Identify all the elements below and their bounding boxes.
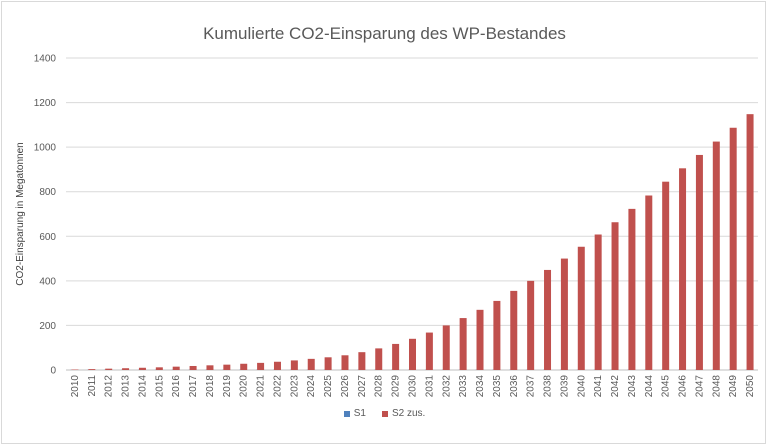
x-tick-label: 2049 bbox=[728, 375, 739, 398]
bar-s2 bbox=[459, 318, 467, 370]
bar-s2 bbox=[290, 360, 298, 370]
legend: S1 S2 zus. bbox=[0, 408, 769, 419]
legend-item-s2: S2 zus. bbox=[381, 408, 426, 419]
x-tick-label: 2012 bbox=[104, 375, 115, 398]
y-tick-label: 400 bbox=[39, 276, 56, 287]
x-tick-label: 2035 bbox=[492, 375, 503, 398]
bar-s2 bbox=[746, 114, 754, 370]
bar-s2 bbox=[105, 368, 113, 370]
bar-s2 bbox=[425, 332, 433, 370]
x-tick-label: 2046 bbox=[678, 375, 689, 398]
bar-s2 bbox=[122, 368, 130, 370]
bar-s2 bbox=[375, 348, 383, 370]
x-tick-label: 2032 bbox=[441, 375, 452, 398]
x-tick-label: 2031 bbox=[424, 375, 435, 398]
x-tick-label: 2047 bbox=[694, 375, 705, 398]
x-tick-label: 2011 bbox=[87, 375, 98, 397]
bar-s2 bbox=[712, 141, 720, 370]
bar-s2 bbox=[88, 369, 96, 370]
bar-s2 bbox=[155, 367, 163, 370]
legend-swatch-s2 bbox=[381, 410, 388, 417]
bar-s2 bbox=[527, 280, 535, 370]
x-tick-label: 2018 bbox=[205, 375, 216, 398]
bar-s2 bbox=[206, 365, 214, 370]
bar-s2 bbox=[510, 290, 518, 370]
chart-title: Kumulierte CO2-Einsparung des WP-Bestand… bbox=[203, 24, 566, 43]
bar-s2 bbox=[544, 269, 552, 370]
bar-s2 bbox=[645, 195, 653, 370]
y-tick-label: 1000 bbox=[34, 143, 57, 154]
bar-s2 bbox=[409, 338, 416, 370]
x-tick-label: 2026 bbox=[340, 375, 351, 398]
bar-s2 bbox=[679, 168, 687, 370]
bar-s2 bbox=[257, 362, 265, 370]
x-tick-label: 2015 bbox=[154, 375, 165, 398]
x-tick-label: 2033 bbox=[458, 375, 469, 398]
bar-s2 bbox=[476, 309, 484, 370]
x-tick-label: 2042 bbox=[610, 375, 621, 398]
x-tick-label: 2024 bbox=[306, 375, 317, 398]
x-tick-label: 2038 bbox=[543, 375, 554, 398]
y-tick-label: 1400 bbox=[34, 54, 57, 65]
bar-s2 bbox=[392, 343, 400, 370]
x-tick-label: 2044 bbox=[644, 375, 655, 398]
legend-swatch-s1 bbox=[343, 410, 350, 417]
bar-s2 bbox=[577, 246, 585, 370]
bar-s2 bbox=[307, 358, 315, 370]
bar-s2 bbox=[628, 208, 636, 370]
bar-s2 bbox=[729, 127, 737, 370]
x-tick-label: 2013 bbox=[121, 375, 132, 398]
x-tick-label: 2020 bbox=[239, 375, 250, 398]
y-axis-label: CO2-Einsparung in Megatonnen bbox=[15, 142, 26, 285]
x-tick-label: 2050 bbox=[745, 375, 756, 398]
bar-s2 bbox=[662, 181, 670, 370]
bar-s2 bbox=[172, 366, 180, 370]
x-tick-label: 2048 bbox=[711, 375, 722, 398]
bar-s2 bbox=[611, 222, 619, 370]
x-tick-label: 2041 bbox=[593, 375, 604, 398]
x-tick-label: 2010 bbox=[70, 375, 81, 398]
x-tick-label: 2021 bbox=[256, 375, 267, 398]
y-tick-label: 0 bbox=[50, 366, 56, 377]
legend-label-s2: S2 zus. bbox=[391, 408, 426, 419]
x-tick-label: 2025 bbox=[323, 375, 334, 398]
y-tick-label: 200 bbox=[39, 321, 56, 332]
x-tick-label: 2043 bbox=[627, 375, 638, 398]
bar-s2 bbox=[189, 365, 197, 370]
bar-s2 bbox=[223, 364, 231, 370]
legend-label-s1: S1 bbox=[353, 408, 366, 419]
x-tick-label: 2040 bbox=[576, 375, 587, 398]
bar-s2 bbox=[324, 357, 332, 370]
x-tick-label: 2027 bbox=[357, 375, 368, 398]
legend-item-s1: S1 bbox=[343, 408, 366, 419]
bar-s2 bbox=[358, 352, 366, 370]
y-tick-label: 600 bbox=[39, 232, 56, 243]
x-tick-label: 2019 bbox=[222, 375, 233, 398]
x-tick-label: 2034 bbox=[475, 375, 486, 398]
x-tick-label: 2017 bbox=[188, 375, 199, 398]
x-tick-label: 2037 bbox=[526, 375, 537, 398]
bar-s2 bbox=[138, 367, 146, 370]
x-tick-label: 2036 bbox=[509, 375, 520, 398]
x-tick-label: 2039 bbox=[559, 375, 570, 398]
bar-s2 bbox=[273, 361, 281, 370]
x-tick-label: 2029 bbox=[391, 375, 402, 398]
x-tick-label: 2022 bbox=[272, 375, 283, 398]
bar-s2 bbox=[341, 355, 349, 370]
x-tick-label: 2045 bbox=[661, 375, 672, 398]
bar-s2 bbox=[240, 363, 248, 370]
x-tick-label: 2028 bbox=[374, 375, 385, 398]
x-tick-label: 2016 bbox=[171, 375, 182, 398]
y-tick-label: 1200 bbox=[34, 98, 57, 109]
x-tick-label: 2023 bbox=[289, 375, 300, 398]
x-tick-label: 2014 bbox=[137, 375, 148, 398]
bar-s2 bbox=[442, 325, 450, 370]
y-tick-label: 800 bbox=[39, 187, 56, 198]
x-tick-label: 2030 bbox=[408, 375, 419, 398]
bar-s2 bbox=[493, 300, 501, 370]
bar-s2 bbox=[560, 258, 568, 370]
bar-s2 bbox=[695, 154, 703, 370]
bar-s2 bbox=[594, 234, 602, 370]
